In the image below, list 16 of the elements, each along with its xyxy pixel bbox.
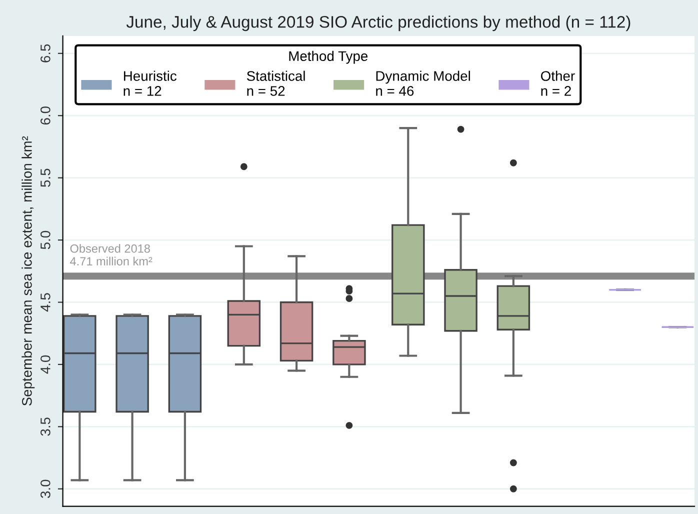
chart-title: June, July & August 2019 SIO Arctic predictions by method (n = 112) [126, 16, 630, 32]
y-tick-label: 4.5 [40, 293, 50, 312]
y-tick-label: 3.0 [40, 480, 50, 498]
legend-label: Statistical n = 52 [246, 70, 305, 96]
legend-title: Method Type [289, 50, 368, 64]
y-tick-label: 3.5 [40, 418, 50, 436]
y-axis-title: September mean sea ice extent, million km² [22, 136, 35, 406]
legend-label: Other n = 2 [541, 70, 575, 96]
y-tick-label: 6.0 [40, 106, 50, 125]
y-tick-label: 6.5 [40, 44, 50, 62]
legend-label: Heuristic n = 12 [124, 70, 177, 96]
ref-line-label: Observed 2018 4.71 million km² [70, 244, 152, 266]
y-tick-label: 5.5 [40, 168, 50, 187]
legend-label: Dynamic Model n = 46 [376, 70, 470, 96]
y-tick-label: 4.0 [40, 355, 50, 374]
y-tick-label: 5.0 [40, 230, 50, 250]
